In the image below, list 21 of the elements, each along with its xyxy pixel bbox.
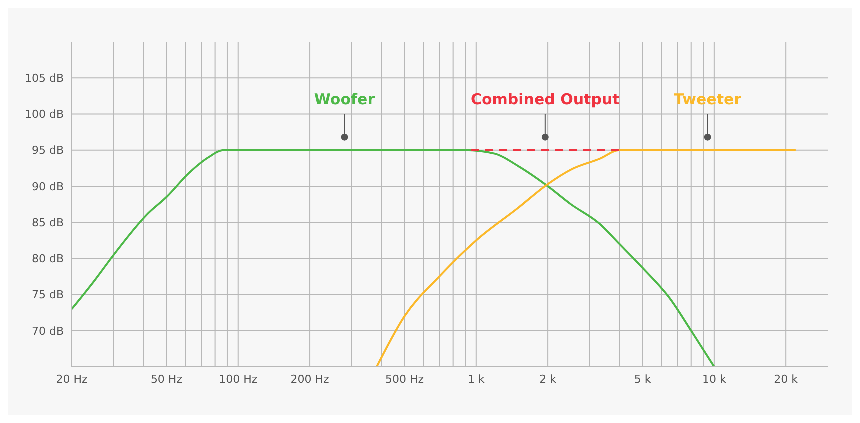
x-tick-label: 50 Hz (150, 372, 183, 386)
y-tick-label: 70 dB (32, 324, 64, 338)
y-tick-label: 85 dB (32, 216, 64, 230)
y-tick-label: 95 dB (32, 144, 64, 158)
y-tick-label: 105 dB (24, 72, 64, 86)
text: Combined Output (470, 90, 620, 108)
x-tick-label: 2 k (540, 372, 558, 386)
y-tick-label: 90 dB (32, 180, 64, 194)
x-tick-label: 100 Hz (219, 372, 258, 386)
text: Woofer (314, 90, 376, 108)
x-tick-label: 10 k (702, 372, 727, 386)
x-tick-label: 20 k (774, 372, 799, 386)
y-tick-label: 100 dB (24, 108, 64, 122)
y-tick-label: 75 dB (32, 288, 64, 302)
x-tick-label: 200 Hz (290, 372, 330, 386)
y-tick-label: 80 dB (32, 252, 64, 266)
x-tick-label: 5 k (634, 372, 652, 386)
x-tick-label: 500 Hz (385, 372, 424, 386)
x-tick-label: 1 k (468, 372, 486, 386)
text: Tweeter (674, 90, 742, 108)
x-tick-label: 20 Hz (56, 372, 88, 386)
